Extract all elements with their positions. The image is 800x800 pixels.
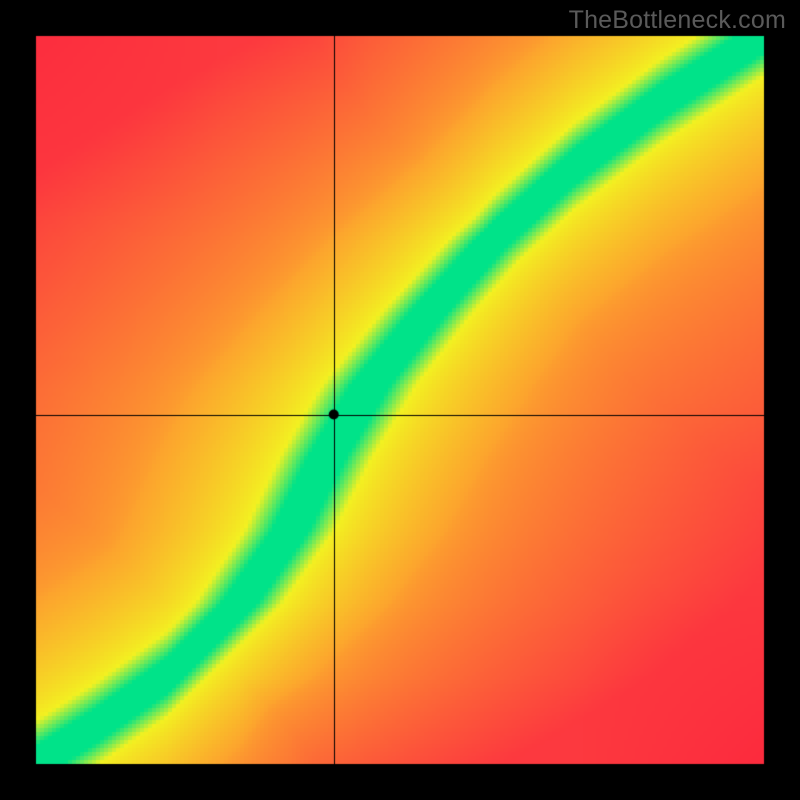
watermark-text: TheBottleneck.com <box>569 6 786 35</box>
bottleneck-heatmap <box>0 0 800 800</box>
chart-container: TheBottleneck.com <box>0 0 800 800</box>
